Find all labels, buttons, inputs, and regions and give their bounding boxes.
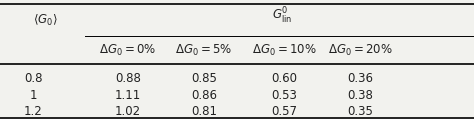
Text: 0.35: 0.35	[347, 105, 373, 118]
Text: 1.11: 1.11	[115, 89, 141, 102]
Text: 0.86: 0.86	[191, 89, 217, 102]
Text: $G^0_{\rm lin}$: $G^0_{\rm lin}$	[272, 5, 292, 26]
Text: 0.85: 0.85	[191, 72, 217, 85]
Text: 1.2: 1.2	[24, 105, 43, 118]
Text: 0.81: 0.81	[191, 105, 217, 118]
Text: 0.36: 0.36	[347, 72, 373, 85]
Text: 0.57: 0.57	[272, 105, 297, 118]
Text: $\Delta G_0 = 5\%$: $\Delta G_0 = 5\%$	[175, 42, 232, 57]
Text: $\Delta G_0 = 10\%$: $\Delta G_0 = 10\%$	[252, 42, 317, 57]
Text: 0.53: 0.53	[272, 89, 297, 102]
Text: $\Delta G_0 = 20\%$: $\Delta G_0 = 20\%$	[328, 42, 392, 57]
Text: 0.60: 0.60	[272, 72, 297, 85]
Text: $\Delta G_0 = 0\%$: $\Delta G_0 = 0\%$	[100, 42, 156, 57]
Text: 0.8: 0.8	[24, 72, 43, 85]
Text: 1.02: 1.02	[115, 105, 141, 118]
Text: $\langle G_0 \rangle$: $\langle G_0 \rangle$	[33, 13, 58, 28]
Text: 1: 1	[29, 89, 37, 102]
Text: 0.88: 0.88	[115, 72, 141, 85]
Text: 0.38: 0.38	[347, 89, 373, 102]
